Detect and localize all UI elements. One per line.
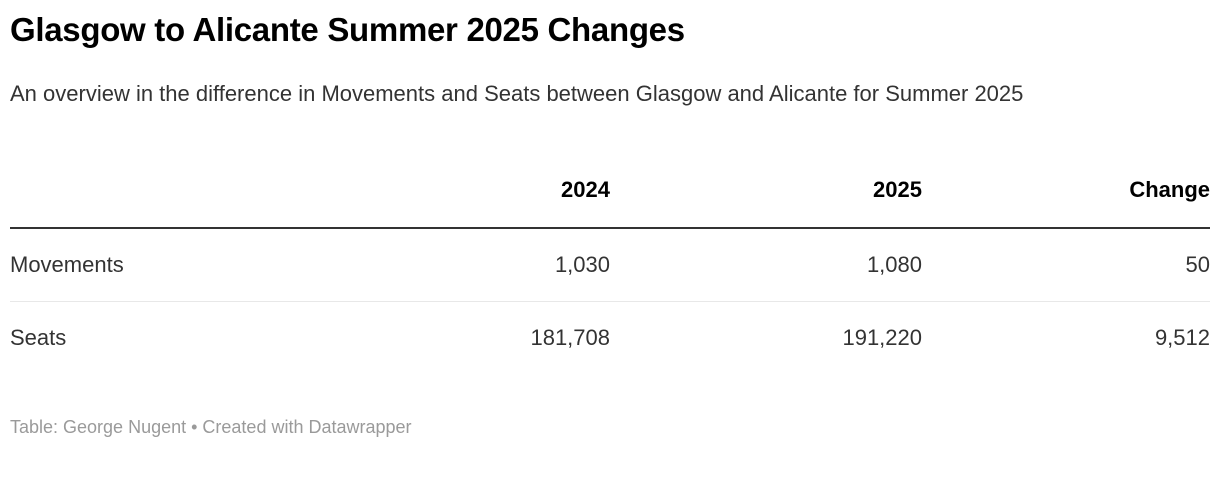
cell-movements-2025: 1,080 <box>610 228 922 302</box>
page-title: Glasgow to Alicante Summer 2025 Changes <box>10 11 685 48</box>
row-label: Movements <box>10 228 310 302</box>
column-header-2025: 2025 <box>610 157 922 229</box>
data-table: 2024 2025 Change Movements 1,030 1,080 5… <box>10 157 1210 374</box>
attribution-footer: Table: George Nugent • Created with Data… <box>10 417 412 437</box>
cell-seats-2025: 191,220 <box>842 325 922 350</box>
cell-seats-change: 9,512 <box>1154 325 1210 350</box>
column-header-label <box>10 157 310 229</box>
table-header-row: 2024 2025 Change <box>10 157 1210 229</box>
cell-movements-change: 50 <box>922 228 1210 302</box>
cell-seats-2024: 181,708 <box>530 325 610 350</box>
column-header-change: Change <box>922 157 1210 229</box>
table-row-seats: Seats 181,708 191,220 9,512 <box>10 302 1210 375</box>
page-subtitle: An overview in the difference in Movemen… <box>10 81 1024 106</box>
cell-movements-2024: 1,030 <box>310 228 610 302</box>
column-header-2024: 2024 <box>310 157 610 229</box>
table-row-movements: Movements 1,030 1,080 50 <box>10 228 1210 302</box>
row-label: Seats <box>10 325 67 350</box>
